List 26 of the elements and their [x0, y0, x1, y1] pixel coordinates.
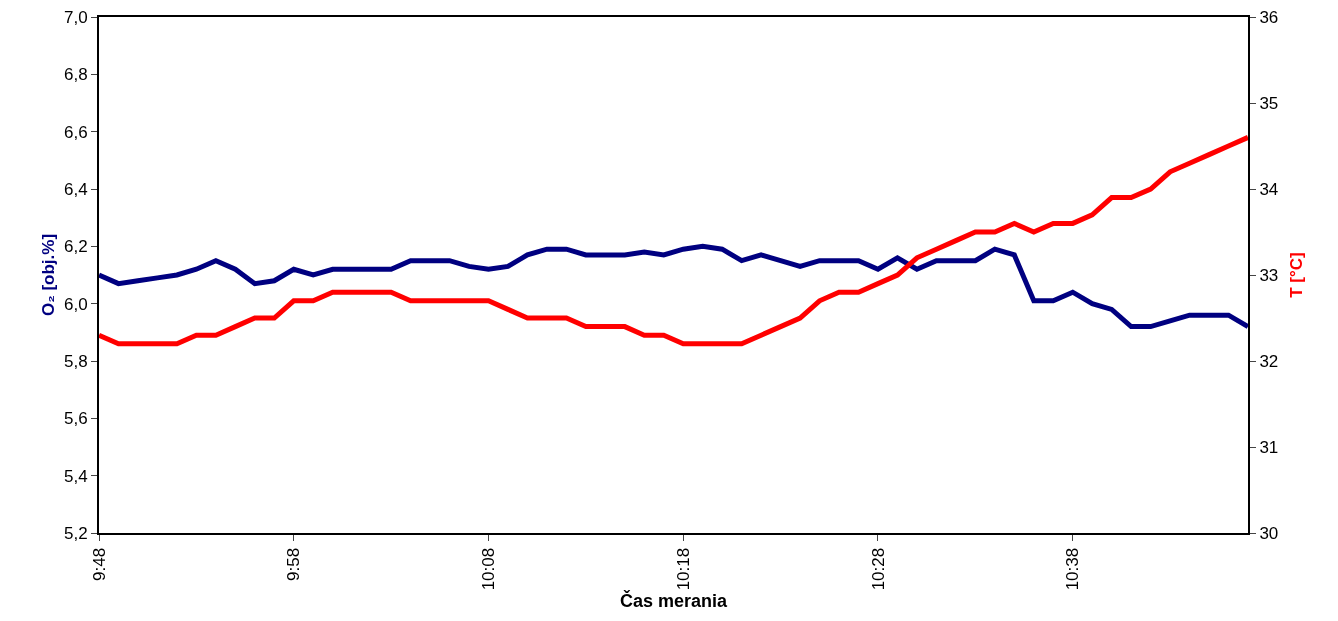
y-tick-label: 6,6	[63, 122, 88, 142]
x-tick-label: 9:48	[89, 547, 109, 581]
y-tick-label: 6,8	[63, 65, 88, 85]
y2-tick-label: 33	[1259, 265, 1279, 285]
y-tick-label: 6,4	[63, 179, 88, 199]
y2-axis-title: T [°C]	[1286, 252, 1306, 298]
y-axis-title: O₂ [obj.%]	[39, 233, 58, 317]
y-tick-label: 5,8	[63, 351, 88, 371]
y-tick-label: 5,6	[63, 409, 88, 429]
y2-tick-label: 36	[1259, 7, 1279, 27]
y-tick-label: 6,0	[63, 294, 88, 314]
y-tick-label: 7,0	[63, 7, 88, 27]
x-tick-label: 9:58	[284, 547, 304, 581]
y2-tick-label: 31	[1259, 437, 1279, 457]
x-tick-label: 10:18	[673, 547, 693, 591]
y2-tick-label: 30	[1259, 523, 1279, 543]
y2-tick-label: 35	[1259, 93, 1279, 113]
x-axis-title: Čas merania	[619, 590, 729, 612]
y-tick-label: 6,2	[63, 237, 88, 257]
y-tick-label: 5,4	[63, 466, 88, 486]
y-tick-label: 5,2	[63, 523, 88, 543]
y2-tick-label: 32	[1259, 351, 1279, 371]
x-tick-label: 10:38	[1063, 547, 1083, 591]
x-tick-label: 10:08	[479, 547, 499, 591]
y2-tick-label: 34	[1259, 179, 1279, 199]
x-tick-label: 10:28	[868, 547, 888, 591]
